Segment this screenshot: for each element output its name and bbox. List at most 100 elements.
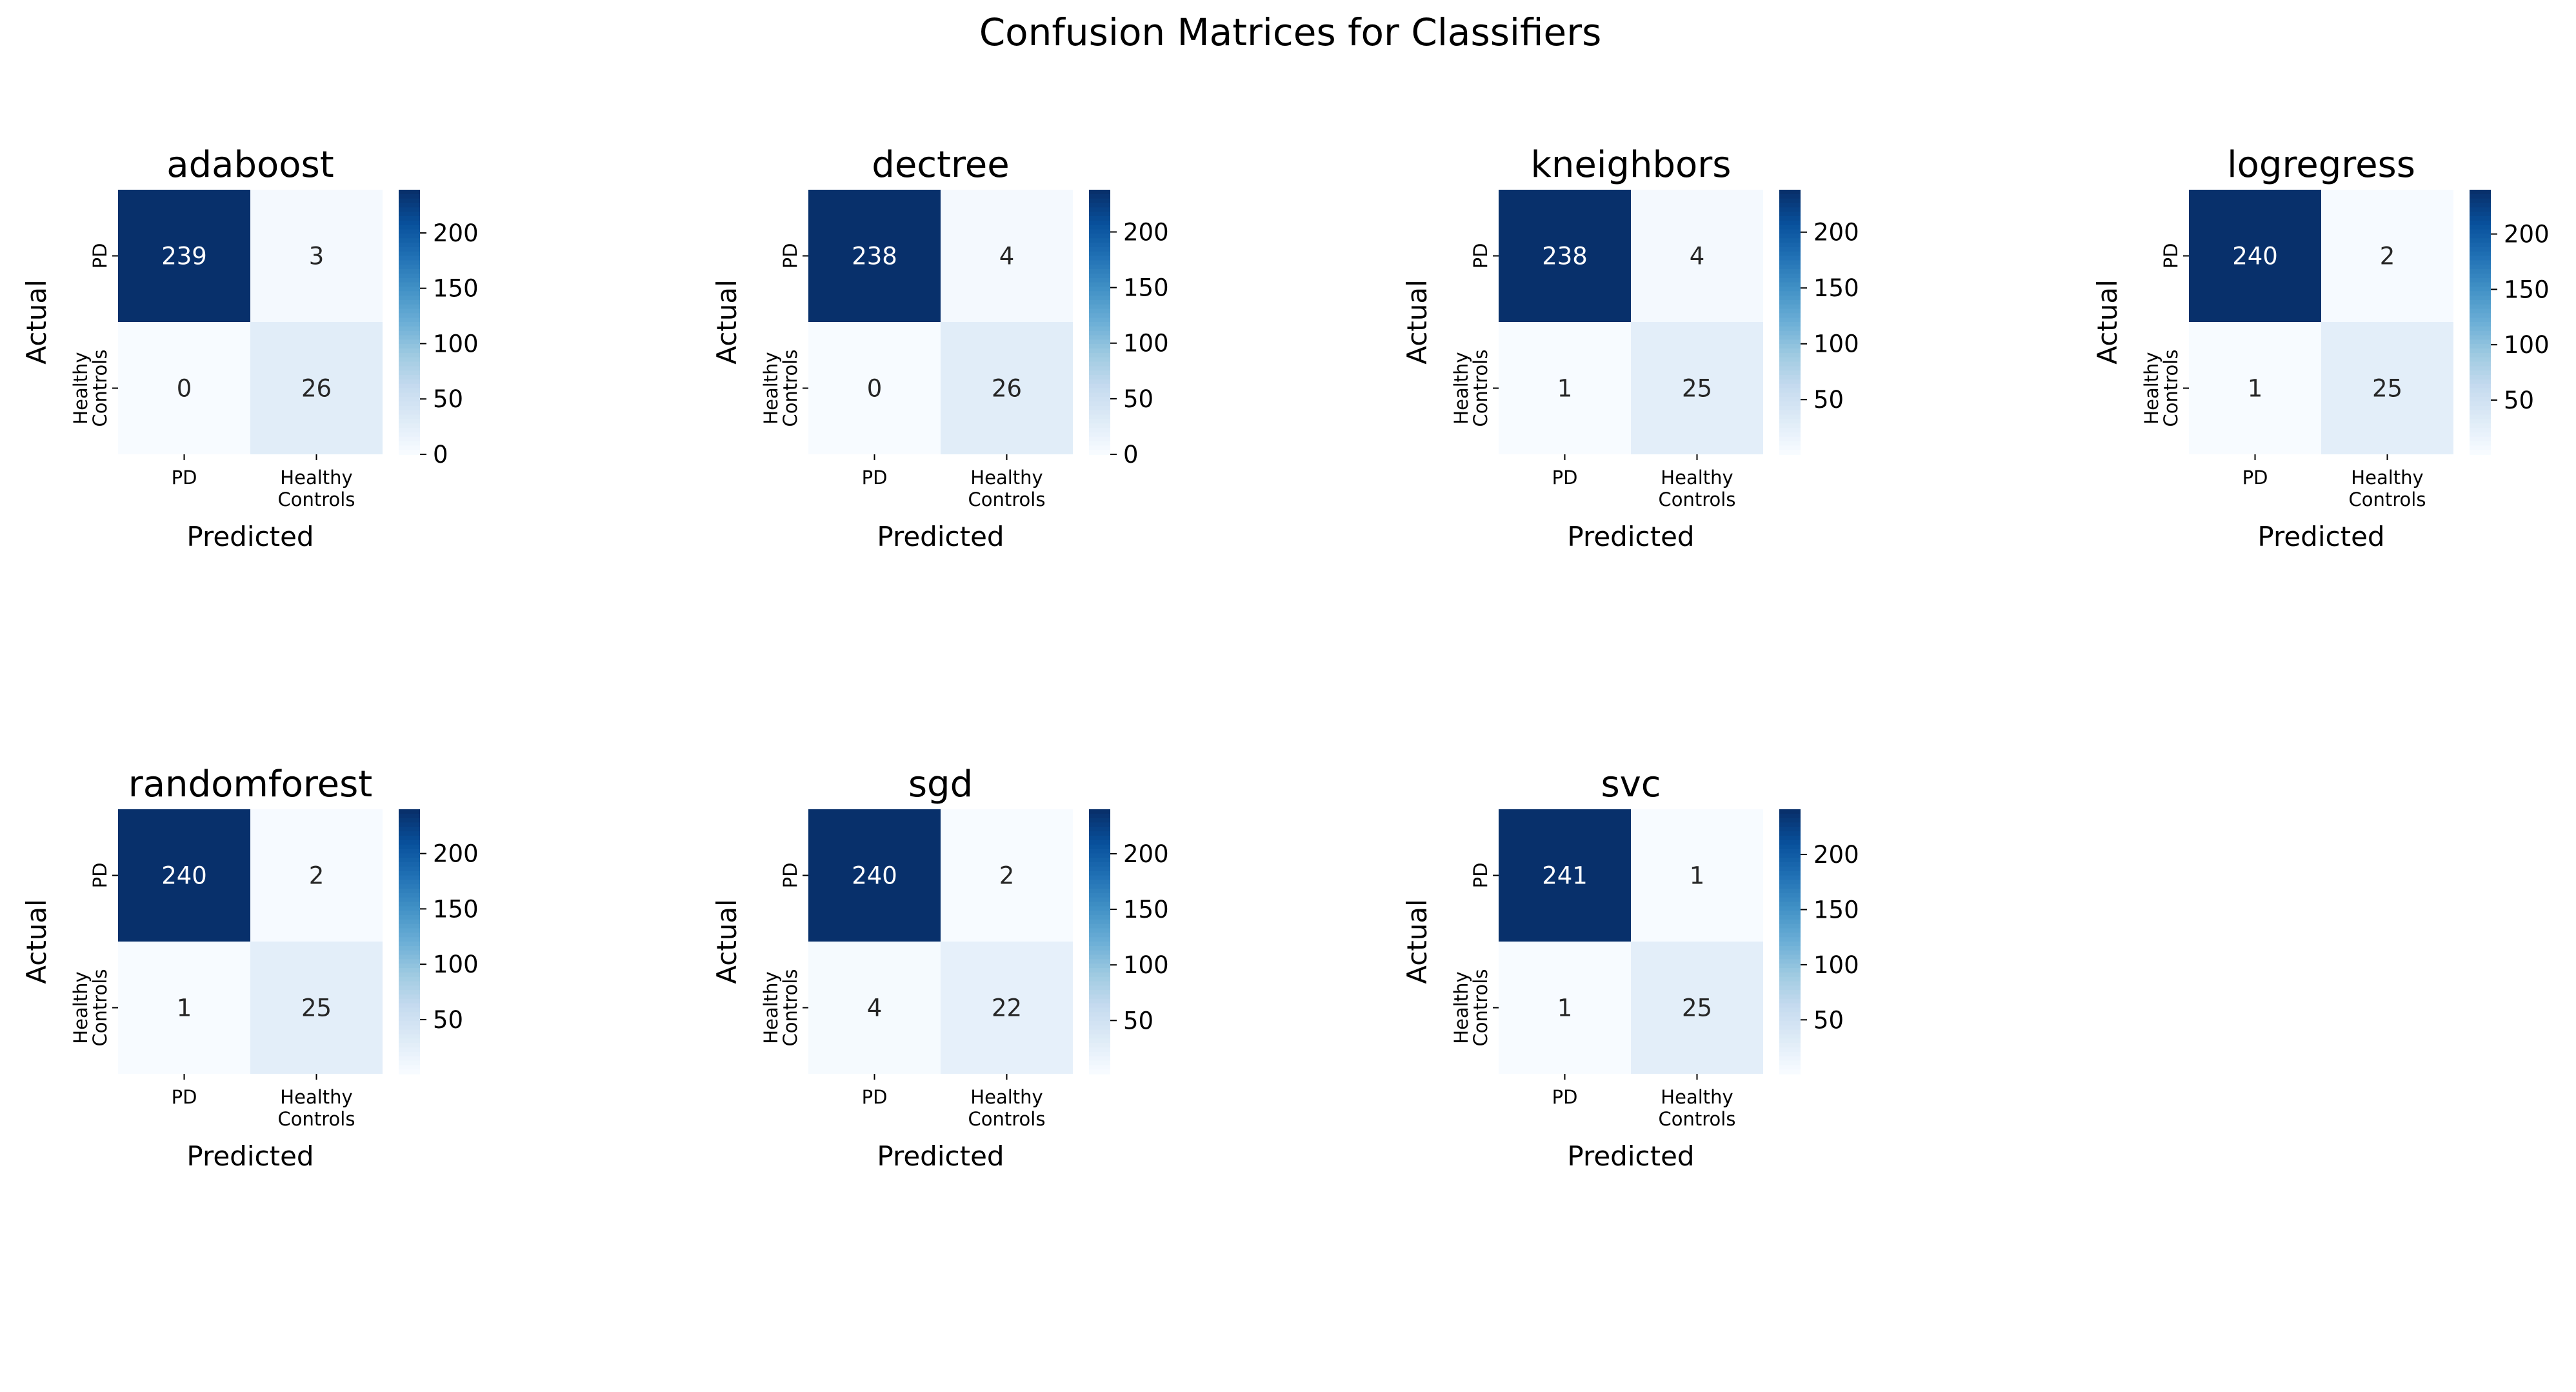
colorbar-segment [1089,933,1110,938]
colorbar-segment [2470,428,2491,433]
colorbar-segment [2470,234,2491,239]
colorbar-segment [1779,968,1801,973]
heatmap-cell [941,322,1073,454]
colorbar-segment [1089,884,1110,889]
colorbar-segment [399,401,420,407]
colorbar-segment [399,392,420,398]
colorbar-segment [1779,998,1801,1004]
colorbar-segment [1779,194,1801,199]
colorbar-segment [1779,216,1801,221]
heatmap-cell [2321,190,2453,322]
colorbar-segment [1089,959,1110,964]
colorbar-segment [1089,352,1110,358]
colorbar-segment [2470,397,2491,402]
cell-value-label: 1 [177,994,192,1022]
colorbar-segment [1089,318,1110,323]
x-tick-label: Healthy Controls [278,467,355,510]
colorbar-tick-label: 200 [1123,218,1169,246]
colorbar-segment [1779,981,1801,987]
colorbar-segment [1089,383,1110,389]
colorbar-segment [1089,190,1110,195]
colorbar-segment [399,1025,420,1031]
colorbar-segment [1779,441,1801,447]
colorbar-segment [399,445,420,450]
colorbar-segment [1779,291,1801,296]
colorbar-segment [399,990,420,995]
colorbar-segment [399,1051,420,1057]
colorbar-segment [1779,858,1801,863]
colorbar-segment [1089,405,1110,411]
colorbar-segment [399,397,420,402]
heatmap-cell [1499,190,1631,322]
colorbar-segment [1089,889,1110,894]
colorbar-segment [399,928,420,934]
colorbar-segment [1089,397,1110,402]
colorbar-segment [399,937,420,942]
colorbar-segment [1089,1016,1110,1022]
colorbar-segment [1779,1021,1801,1026]
colorbar-segment [1089,265,1110,270]
cell-value-label: 25 [2372,375,2402,403]
colorbar-segment [1779,831,1801,836]
colorbar-segment [1779,840,1801,845]
colorbar-segment [399,889,420,894]
colorbar-segment [1089,313,1110,318]
colorbar-segment [1089,251,1110,257]
colorbar-segment [399,853,420,858]
colorbar-segment [399,923,420,929]
colorbar-segment [1089,282,1110,288]
colorbar-segment [1089,225,1110,230]
colorbar-segment [399,194,420,199]
colorbar-segment [1779,1003,1801,1009]
panels: adaboost 239 3 0 26 PD Healthy Controls PD Health… [21,144,2550,1172]
cell-value-label: 0 [177,375,192,403]
colorbar-segment [399,822,420,828]
colorbar-segment [399,862,420,867]
cell-value-label: 238 [1542,243,1588,270]
heatmap-cell [941,809,1073,942]
colorbar-segment [1779,942,1801,947]
heatmap-cell [808,942,941,1074]
colorbar-segment [399,375,420,380]
colorbar-segment [1779,813,1801,819]
colorbar-segment [399,335,420,341]
y-tick-label: PD [779,243,801,269]
colorbar-segment [1089,291,1110,296]
colorbar-segment [399,1012,420,1017]
y-tick-label: PD [89,243,111,269]
y-tick-label: PD [779,863,801,889]
colorbar-segment [399,1007,420,1013]
cell-value-label: 4 [867,994,883,1022]
colorbar-segment [1779,911,1801,916]
colorbar-segment [399,1065,420,1070]
colorbar-segment [2470,207,2491,212]
colorbar-segment [1089,414,1110,420]
colorbar-segment [2470,366,2491,371]
colorbar-tick-label: 100 [433,330,479,358]
colorbar-segment [2470,273,2491,279]
x-axis-label: Predicted [2257,521,2384,552]
heatmap-cell [250,190,383,322]
colorbar-segment [399,858,420,863]
colorbar-segment [2470,277,2491,283]
colorbar-segment [1089,945,1110,951]
colorbar-segment [1779,366,1801,371]
colorbar-segment [2470,445,2491,450]
colorbar-segment [399,954,420,960]
colorbar-segment [1089,998,1110,1004]
colorbar-segment [1779,436,1801,442]
colorbar-segment [1089,972,1110,978]
colorbar-segment [1089,976,1110,982]
colorbar-segment [399,1060,420,1066]
colorbar-segment [1779,915,1801,920]
colorbar-tick-label: 100 [1123,951,1169,979]
colorbar-segment [1089,247,1110,252]
colorbar-segment [1089,198,1110,204]
colorbar-segment [399,388,420,394]
y-axis-label: Actual [1401,279,1433,365]
colorbar-segment [399,273,420,279]
colorbar-segment [1089,954,1110,960]
colorbar-segment [399,299,420,305]
colorbar-segment [399,348,420,354]
colorbar-segment [1089,1025,1110,1031]
